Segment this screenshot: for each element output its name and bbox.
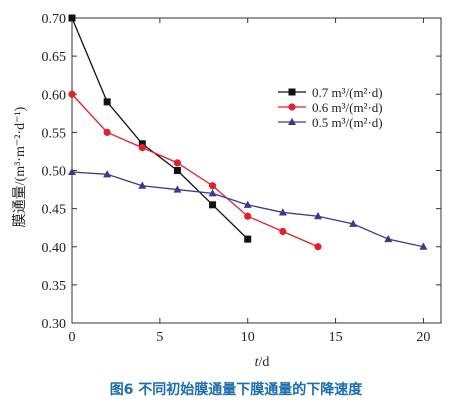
x-axis-variable: t — [255, 355, 260, 370]
series-line — [71, 93, 319, 248]
y-tick-label: 0.60 — [42, 88, 67, 103]
series-square — [68, 14, 252, 243]
legend-marker — [288, 117, 296, 125]
data-point — [138, 144, 146, 152]
plot-border — [71, 17, 442, 324]
series-line — [71, 171, 424, 248]
data-point — [349, 219, 358, 227]
y-tick-label: 0.55 — [42, 126, 67, 141]
data-point — [103, 98, 111, 106]
data-point — [68, 167, 76, 176]
data-point — [419, 242, 428, 250]
series-circle — [68, 90, 322, 251]
y-tick-label: 0.30 — [42, 317, 67, 332]
series-triangle — [68, 167, 428, 250]
legend-marker — [288, 103, 296, 111]
data-point — [279, 227, 287, 236]
data-point — [314, 212, 322, 220]
data-point — [384, 234, 393, 243]
x-tick-label: 15 — [329, 330, 343, 345]
x-axis: 0 5 10 15 20 — [69, 18, 430, 345]
x-tick-label: 0 — [69, 330, 76, 345]
y-tick-label: 0.50 — [42, 165, 67, 180]
y-axis: 0.30 0.35 0.40 0.45 0.50 0.55 0.60 0.65 0.70 — [42, 12, 441, 332]
x-tick-label: 5 — [156, 330, 163, 345]
data-point — [208, 189, 217, 197]
y-tick-label: 0.40 — [42, 241, 67, 256]
data-point — [244, 235, 252, 243]
data-point — [103, 128, 111, 136]
legend: 0.7 m³/(m²·d)0.6 m³/(m²·d)0.5 m³/(m²·d) — [278, 85, 383, 130]
data-point — [244, 212, 252, 220]
x-axis-unit: /d — [259, 355, 270, 370]
series-layer — [68, 14, 428, 251]
series-line — [71, 17, 249, 240]
data-point — [314, 243, 322, 251]
legend-entry: 0.5 m³/(m²·d) — [278, 115, 383, 130]
y-tick-label: 0.35 — [42, 279, 67, 294]
data-point — [103, 170, 112, 178]
y-tick-label: 0.70 — [42, 12, 67, 27]
data-point — [138, 140, 146, 148]
legend-marker — [288, 88, 296, 96]
y-tick-label: 0.45 — [42, 203, 67, 218]
y-tick-label: 0.65 — [42, 50, 67, 65]
data-point — [173, 159, 182, 167]
figure-caption: 图6 不同初始膜通量下膜通量的下降速度 — [110, 381, 364, 398]
y-axis-label: 膜通量/(m³·m⁻²·d⁻¹) — [12, 106, 28, 227]
data-point — [68, 90, 76, 98]
legend-label: 0.5 m³/(m²·d) — [312, 115, 383, 130]
data-point — [208, 182, 217, 190]
x-tick-label: 20 — [416, 330, 430, 345]
legend-label: 0.7 m³/(m²·d) — [312, 85, 383, 100]
x-tick-label: 10 — [241, 330, 255, 345]
legend-entry: 0.6 m³/(m²·d) — [278, 100, 383, 115]
data-point — [243, 200, 252, 208]
data-point — [209, 201, 217, 209]
data-point — [68, 14, 76, 22]
x-axis-label: t/d — [255, 355, 270, 370]
data-point — [173, 167, 181, 174]
plot-frame — [71, 17, 442, 324]
legend-label: 0.6 m³/(m²·d) — [312, 100, 383, 115]
data-point — [278, 208, 287, 216]
legend-entry: 0.7 m³/(m²·d) — [278, 85, 383, 100]
data-point — [173, 185, 182, 193]
data-point — [138, 181, 147, 189]
